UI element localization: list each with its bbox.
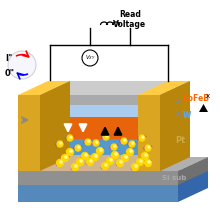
Circle shape bbox=[62, 154, 68, 161]
Circle shape bbox=[106, 158, 114, 165]
Circle shape bbox=[67, 135, 73, 141]
Circle shape bbox=[140, 160, 142, 162]
Circle shape bbox=[135, 165, 137, 167]
Circle shape bbox=[65, 156, 67, 158]
Polygon shape bbox=[178, 170, 208, 202]
Polygon shape bbox=[18, 81, 70, 95]
Circle shape bbox=[60, 161, 62, 163]
Circle shape bbox=[129, 141, 135, 147]
Polygon shape bbox=[138, 95, 160, 171]
Circle shape bbox=[120, 161, 122, 163]
Circle shape bbox=[105, 164, 107, 166]
Polygon shape bbox=[40, 81, 70, 171]
Polygon shape bbox=[40, 103, 190, 117]
Circle shape bbox=[93, 140, 99, 146]
Circle shape bbox=[88, 140, 90, 142]
Circle shape bbox=[111, 144, 117, 150]
Polygon shape bbox=[40, 91, 190, 105]
Polygon shape bbox=[160, 103, 190, 139]
Text: 0": 0" bbox=[5, 68, 15, 77]
Polygon shape bbox=[40, 105, 160, 117]
Circle shape bbox=[139, 135, 145, 141]
Text: $V_{XY}$: $V_{XY}$ bbox=[85, 53, 95, 62]
Circle shape bbox=[145, 154, 147, 156]
Circle shape bbox=[126, 148, 134, 156]
Circle shape bbox=[121, 138, 127, 144]
Circle shape bbox=[92, 154, 99, 161]
Circle shape bbox=[141, 152, 148, 160]
Circle shape bbox=[145, 145, 151, 151]
Polygon shape bbox=[40, 155, 160, 171]
Text: x: x bbox=[206, 93, 210, 99]
Circle shape bbox=[57, 141, 63, 147]
Circle shape bbox=[97, 147, 103, 154]
Text: Pt: Pt bbox=[175, 136, 185, 145]
Circle shape bbox=[60, 142, 62, 144]
Polygon shape bbox=[40, 81, 190, 95]
Circle shape bbox=[132, 142, 134, 144]
Polygon shape bbox=[199, 104, 208, 112]
Circle shape bbox=[77, 158, 84, 165]
Circle shape bbox=[66, 148, 73, 156]
Circle shape bbox=[85, 139, 91, 145]
Circle shape bbox=[114, 145, 116, 147]
Polygon shape bbox=[160, 81, 190, 105]
Circle shape bbox=[110, 159, 112, 161]
Polygon shape bbox=[160, 91, 190, 117]
Circle shape bbox=[90, 160, 92, 162]
Text: Read
Voltage: Read Voltage bbox=[114, 10, 147, 29]
Polygon shape bbox=[18, 95, 40, 171]
Polygon shape bbox=[160, 81, 190, 171]
Circle shape bbox=[132, 163, 139, 170]
Circle shape bbox=[78, 146, 80, 148]
Polygon shape bbox=[40, 125, 190, 139]
Text: CoFeB: CoFeB bbox=[183, 94, 210, 103]
Circle shape bbox=[8, 51, 36, 79]
Circle shape bbox=[125, 156, 127, 158]
Circle shape bbox=[112, 152, 119, 158]
Polygon shape bbox=[18, 170, 208, 184]
Polygon shape bbox=[178, 157, 208, 185]
Circle shape bbox=[103, 134, 109, 140]
Polygon shape bbox=[40, 139, 160, 155]
Circle shape bbox=[101, 163, 108, 169]
Circle shape bbox=[85, 154, 87, 156]
Circle shape bbox=[106, 135, 108, 137]
Circle shape bbox=[70, 136, 72, 138]
Circle shape bbox=[142, 136, 144, 138]
Polygon shape bbox=[160, 125, 190, 155]
Circle shape bbox=[75, 165, 77, 167]
Circle shape bbox=[96, 141, 98, 143]
Circle shape bbox=[115, 153, 117, 155]
Circle shape bbox=[81, 152, 88, 160]
Circle shape bbox=[72, 163, 79, 170]
Circle shape bbox=[57, 160, 64, 167]
Circle shape bbox=[117, 160, 123, 167]
Circle shape bbox=[75, 145, 81, 151]
Polygon shape bbox=[40, 117, 160, 139]
Circle shape bbox=[148, 161, 150, 163]
Polygon shape bbox=[138, 81, 190, 95]
Polygon shape bbox=[18, 171, 178, 185]
Circle shape bbox=[145, 160, 152, 167]
Circle shape bbox=[100, 149, 102, 151]
Polygon shape bbox=[160, 141, 190, 171]
Text: I": I" bbox=[5, 53, 12, 62]
Circle shape bbox=[121, 154, 128, 161]
Circle shape bbox=[136, 158, 143, 165]
Text: Si sub: Si sub bbox=[162, 175, 186, 181]
Circle shape bbox=[148, 146, 150, 148]
Polygon shape bbox=[18, 157, 208, 171]
Polygon shape bbox=[40, 95, 160, 105]
Circle shape bbox=[130, 150, 132, 152]
Circle shape bbox=[86, 158, 94, 165]
Circle shape bbox=[70, 150, 72, 152]
Polygon shape bbox=[18, 184, 178, 202]
Circle shape bbox=[95, 155, 97, 157]
Circle shape bbox=[82, 50, 98, 66]
Polygon shape bbox=[40, 141, 190, 155]
Circle shape bbox=[80, 160, 82, 162]
Text: W: W bbox=[183, 110, 191, 119]
Circle shape bbox=[124, 139, 126, 141]
